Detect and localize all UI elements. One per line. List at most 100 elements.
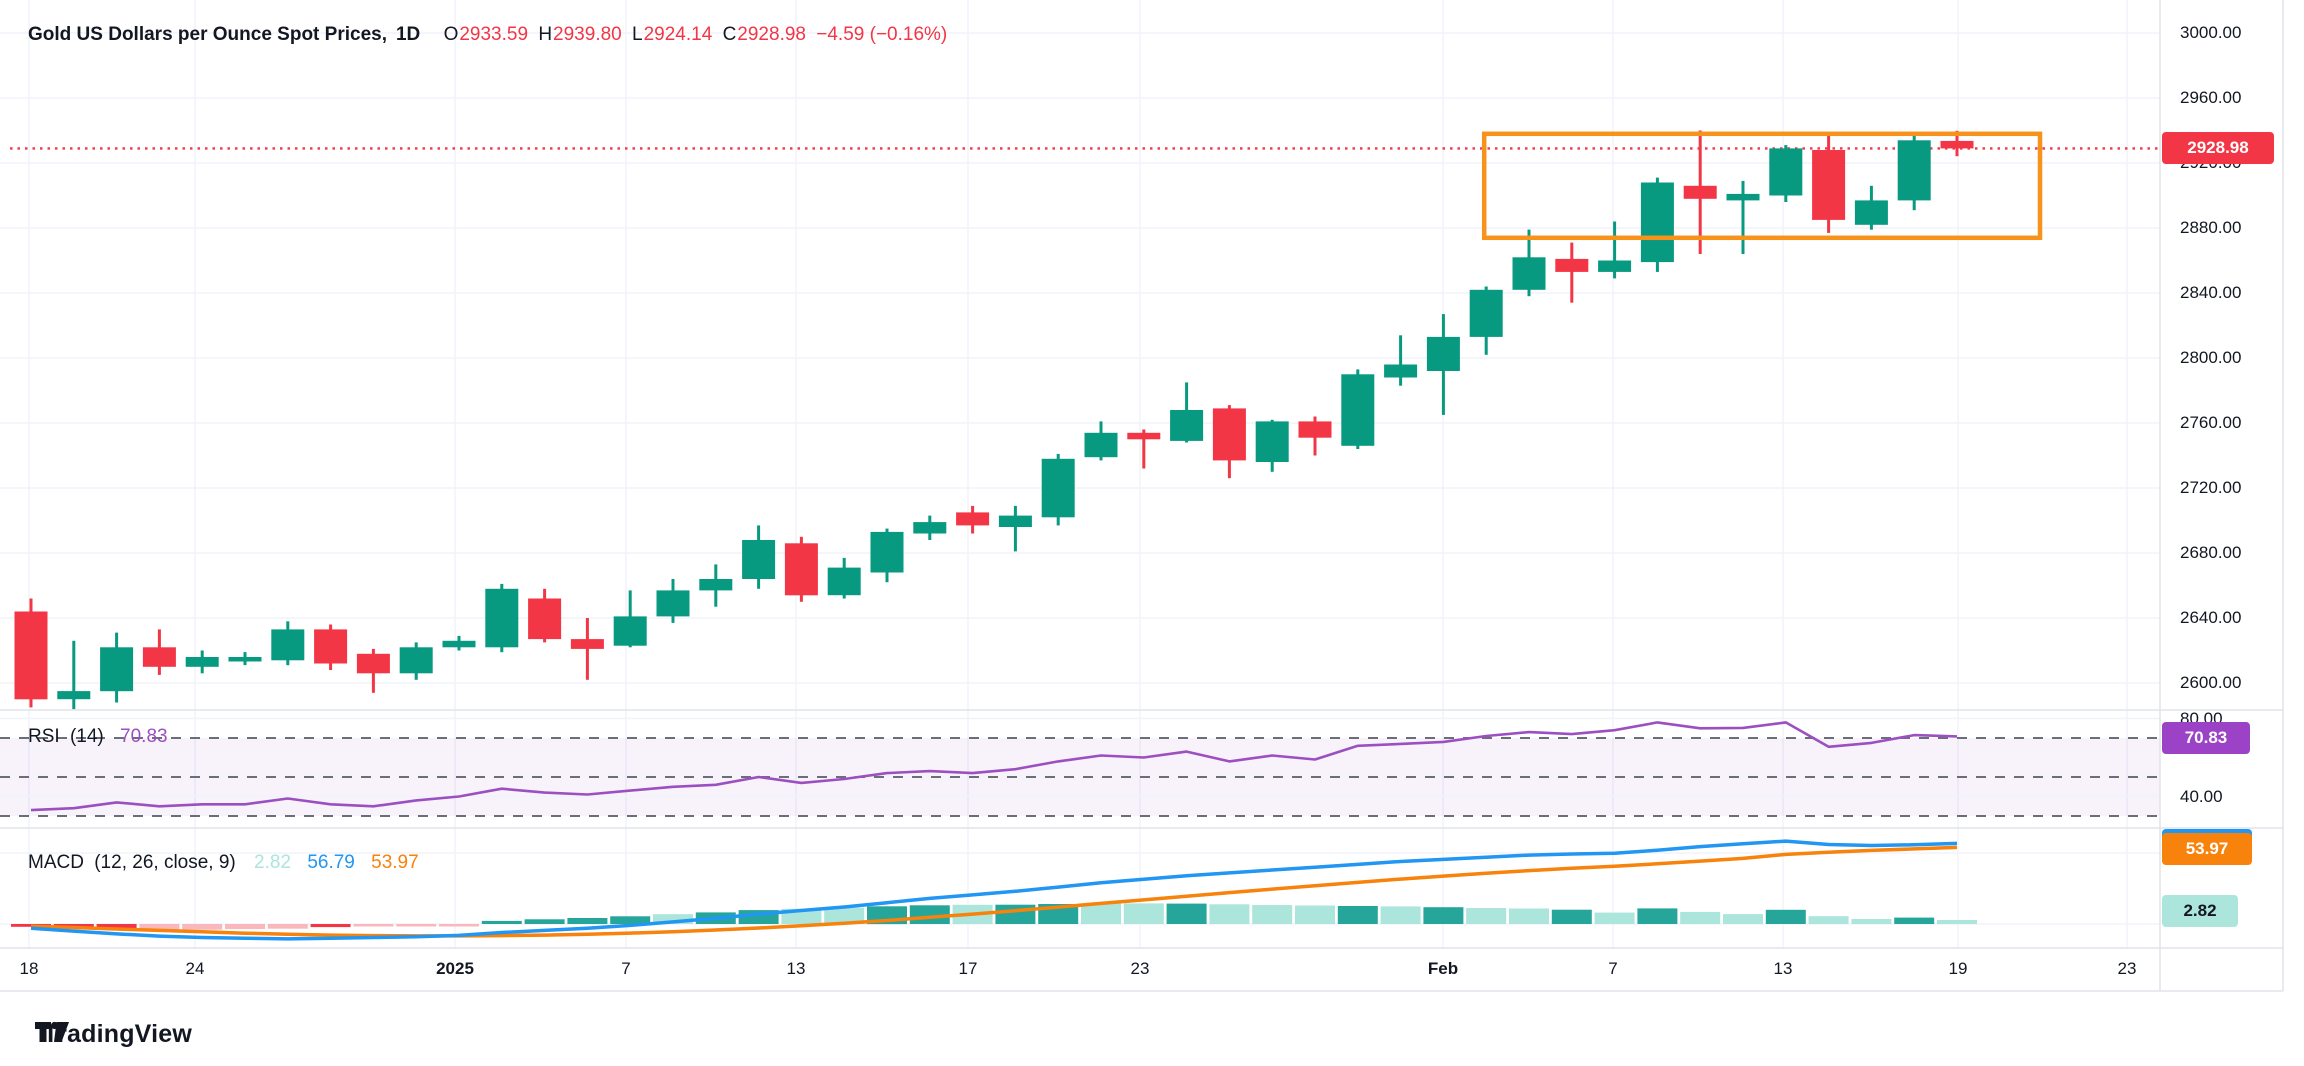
candle[interactable] [742,525,776,589]
macd-histogram [11,903,1977,930]
candle[interactable] [1854,185,1888,230]
candle[interactable] [1897,135,1931,211]
macd-legend[interactable]: MACD (12, 26, close, 9) 2.82 56.79 53.97 [28,852,424,874]
macd-params: (12, 26, close, 9) [94,852,236,873]
candle[interactable] [870,528,904,583]
macd-signal-line [30,845,1958,938]
candle[interactable] [442,635,476,651]
time-tick-label: Feb [1427,959,1459,978]
candle[interactable] [1769,145,1803,202]
high-value: 2939.80 [553,24,622,45]
price-tick-label: 2600.00 [2180,673,2242,692]
candle[interactable] [1512,229,1546,297]
candlestick-series[interactable] [14,130,1974,710]
low-value: 2924.14 [643,24,713,45]
candle[interactable] [570,618,604,680]
candle[interactable] [913,515,947,540]
rsi-label: RSI [28,726,60,747]
time-tick-label: 2025 [436,959,474,978]
time-tick-label: 17 [958,959,978,978]
price-tick-label: 2760.00 [2180,413,2242,432]
time-tick-label: 13 [786,959,806,978]
candle[interactable] [1598,221,1632,279]
candle[interactable] [485,583,519,653]
candle[interactable] [1298,416,1332,456]
tradingview-logo[interactable]: TradingView [33,1016,192,1052]
candle[interactable] [956,505,990,534]
candle[interactable] [1255,419,1289,472]
candle[interactable] [142,629,176,675]
candle[interactable] [784,536,818,602]
highlight-box[interactable] [1481,131,2043,241]
candle[interactable] [314,624,348,671]
rsi-tick-label: 40.00 [2180,787,2223,806]
pane-separators [0,0,2284,992]
macd-line [30,839,1958,941]
candle[interactable] [1426,314,1460,415]
time-tick-label: 23 [1130,959,1150,978]
candle[interactable] [528,588,562,643]
candle[interactable] [1683,130,1717,255]
candle[interactable] [827,557,861,599]
candle[interactable] [1041,453,1075,526]
time-tick-label: 18 [19,959,39,978]
candle[interactable] [57,640,91,710]
candle[interactable] [1384,335,1418,386]
macd-signal-value: 53.97 [371,852,419,873]
macd-line-value: 56.79 [307,852,355,873]
candle[interactable] [1212,405,1246,479]
price-tick-label: 2640.00 [2180,608,2242,627]
close-value: 2928.98 [737,24,806,45]
low-label: L [632,24,643,45]
rsi-line [30,721,1958,812]
candle[interactable] [1940,130,1974,157]
price-tick-label: 2880.00 [2180,218,2242,237]
candle[interactable] [1640,177,1674,272]
rsi-band [0,717,2160,817]
candle[interactable] [100,632,134,703]
tradingview-logo-icon [35,1021,69,1042]
candle[interactable] [656,579,690,623]
candle[interactable] [228,652,262,666]
price-tick-label: 2680.00 [2180,543,2242,562]
candle[interactable] [271,621,305,666]
candle[interactable] [185,650,219,674]
candle[interactable] [699,564,733,607]
close-label: C [722,24,737,45]
time-tick-label: 7 [621,959,631,978]
change-value: −4.59 (−0.16%) [816,24,948,45]
symbol-legend[interactable]: Gold US Dollars per Ounce Spot Prices, 1D… [28,24,952,46]
candle[interactable] [1341,369,1375,449]
time-tick-label: 19 [1948,959,1968,978]
time-tick-label: 7 [1608,959,1618,978]
candle[interactable] [1726,180,1760,254]
rsi-badge: 70.83 [2162,722,2250,754]
candle[interactable] [1812,132,1846,233]
rsi-value: 70.83 [120,726,168,747]
candle[interactable] [14,598,48,708]
candle[interactable] [1170,382,1204,443]
candle[interactable] [399,642,433,680]
time-tick-label: 13 [1773,959,1793,978]
candle[interactable] [356,648,390,693]
candle[interactable] [1127,429,1161,469]
time-axis[interactable]: 18 24 2025 7 13 17 23 Feb 7 13 19 23 [0,948,2304,991]
candle[interactable] [1084,421,1118,461]
candle[interactable] [1555,242,1589,303]
price-tick-label: 3000.00 [2180,23,2242,42]
candle[interactable] [1469,286,1503,355]
timeframe-label[interactable]: 1D [395,24,421,45]
price-tick-label: 2720.00 [2180,478,2242,497]
time-tick-label: 23 [2117,959,2137,978]
candle[interactable] [613,590,647,648]
macd-hist-value: 2.82 [254,852,292,873]
candle[interactable] [998,505,1032,552]
open-value: 2933.59 [459,24,529,45]
price-tick-label: 2840.00 [2180,283,2242,302]
rsi-legend[interactable]: RSI (14) 70.83 [28,726,173,748]
symbol-title: Gold US Dollars per Ounce Spot Prices, [28,24,387,45]
macd-label: MACD [28,852,84,873]
open-label: O [443,24,459,45]
